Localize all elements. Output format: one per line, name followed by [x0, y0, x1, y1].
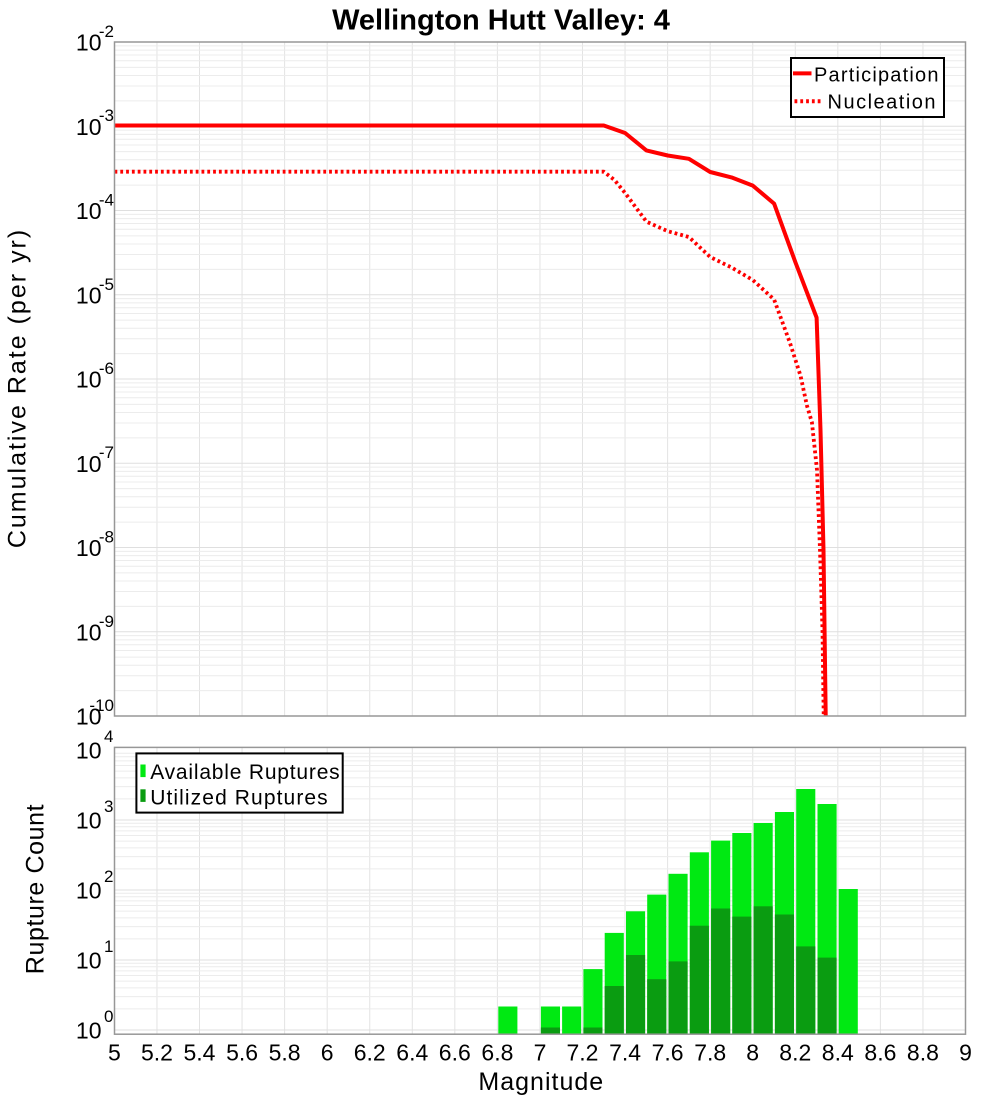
svg-text:8.8: 8.8	[907, 1040, 939, 1066]
svg-text:-5: -5	[99, 275, 114, 294]
svg-text:0: 0	[104, 1007, 113, 1026]
svg-text:10: 10	[76, 451, 102, 477]
svg-text:5.2: 5.2	[141, 1040, 173, 1066]
svg-text:-3: -3	[99, 106, 114, 125]
svg-text:Utilized Ruptures: Utilized Ruptures	[150, 786, 329, 809]
svg-text:6.8: 6.8	[481, 1040, 513, 1066]
svg-text:5.8: 5.8	[269, 1040, 301, 1066]
svg-text:2: 2	[104, 867, 113, 886]
svg-text:10: 10	[76, 198, 102, 224]
svg-text:7.8: 7.8	[694, 1040, 726, 1066]
svg-text:10: 10	[76, 704, 102, 730]
svg-text:6.6: 6.6	[439, 1040, 471, 1066]
svg-text:10: 10	[76, 30, 102, 56]
svg-text:3: 3	[104, 797, 113, 816]
svg-text:6.4: 6.4	[396, 1040, 428, 1066]
svg-text:5: 5	[108, 1040, 121, 1066]
svg-text:10: 10	[76, 535, 102, 561]
svg-text:8.6: 8.6	[864, 1040, 896, 1066]
svg-text:-7: -7	[99, 443, 114, 462]
svg-text:-4: -4	[99, 191, 114, 210]
svg-text:Participation: Participation	[814, 64, 940, 86]
svg-text:Available Ruptures: Available Ruptures	[150, 761, 340, 784]
svg-text:-10: -10	[89, 696, 114, 715]
svg-text:10: 10	[76, 878, 102, 904]
svg-text:7.4: 7.4	[609, 1040, 641, 1066]
svg-text:Magnitude: Magnitude	[478, 1068, 604, 1096]
svg-text:7: 7	[534, 1040, 547, 1066]
svg-text:1: 1	[104, 937, 113, 956]
svg-text:7.2: 7.2	[567, 1040, 599, 1066]
svg-text:Rupture Count: Rupture Count	[22, 804, 50, 974]
svg-text:9: 9	[959, 1040, 972, 1066]
svg-text:8.2: 8.2	[779, 1040, 811, 1066]
svg-text:10: 10	[76, 282, 102, 308]
svg-text:5.4: 5.4	[184, 1040, 216, 1066]
svg-text:-2: -2	[99, 22, 114, 41]
svg-text:Cumulative Rate (per yr): Cumulative Rate (per yr)	[4, 228, 32, 548]
svg-text:-6: -6	[99, 359, 114, 378]
svg-text:10: 10	[76, 738, 102, 764]
svg-text:-8: -8	[99, 528, 114, 547]
svg-text:10: 10	[76, 808, 102, 834]
svg-text:6.2: 6.2	[354, 1040, 386, 1066]
svg-text:10: 10	[76, 948, 102, 974]
svg-text:10: 10	[76, 1018, 102, 1044]
svg-text:6: 6	[321, 1040, 334, 1066]
svg-text:10: 10	[76, 619, 102, 645]
svg-text:4: 4	[104, 727, 113, 746]
svg-text:8.4: 8.4	[822, 1040, 854, 1066]
svg-text:10: 10	[76, 367, 102, 393]
svg-text:7.6: 7.6	[652, 1040, 684, 1066]
svg-text:Nucleation: Nucleation	[828, 92, 938, 114]
svg-text:-9: -9	[99, 612, 114, 631]
svg-text:5.6: 5.6	[226, 1040, 258, 1066]
svg-text:8: 8	[746, 1040, 759, 1066]
svg-text:10: 10	[76, 114, 102, 140]
svg-text:Wellington Hutt Valley: 4: Wellington Hutt Valley: 4	[332, 5, 670, 37]
